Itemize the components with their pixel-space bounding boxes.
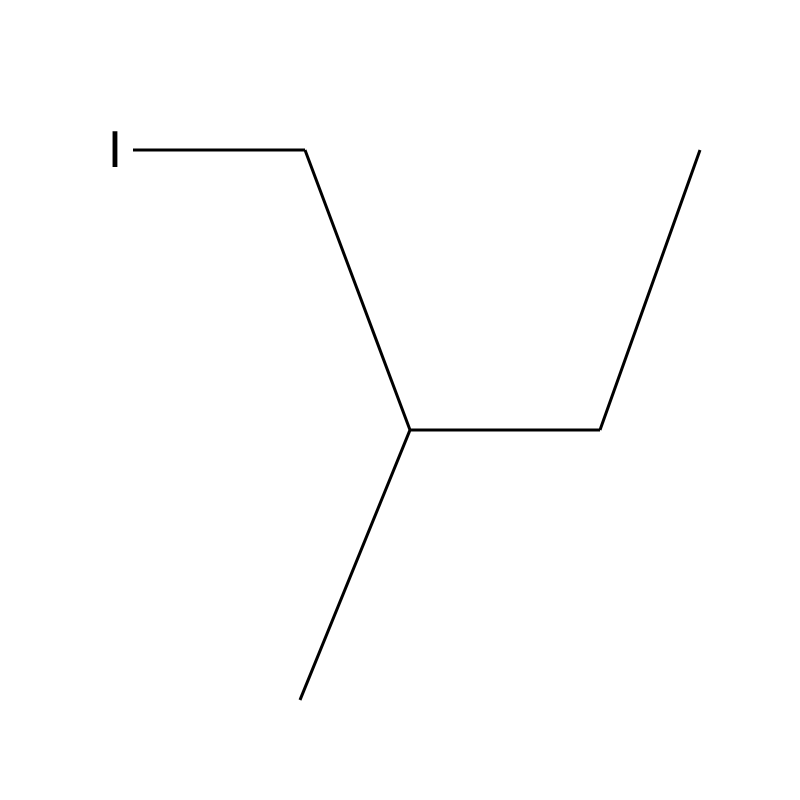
atom-label-I: I bbox=[108, 121, 122, 179]
bond bbox=[305, 150, 410, 430]
bond bbox=[300, 430, 410, 700]
molecule-diagram: I bbox=[0, 0, 800, 800]
bond bbox=[600, 150, 700, 430]
